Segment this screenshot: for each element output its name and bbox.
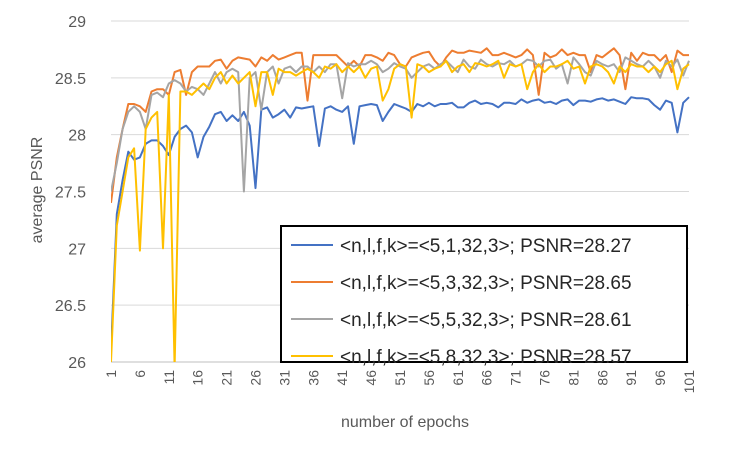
x-tick-label: 11: [161, 370, 177, 385]
x-tick-label: 96: [652, 370, 668, 386]
legend: <n,l,f,k>=<5,1,32,3>; PSNR=28.27 <n,l,f,k…: [280, 225, 688, 368]
y-tick-labels: 26 26.5 27 27.5 28 28.5 29: [55, 14, 86, 372]
y-tick-label: 29: [68, 14, 86, 31]
legend-box: [280, 225, 688, 363]
x-tick-label: 81: [565, 370, 581, 386]
y-tick-label: 28: [68, 128, 86, 145]
x-tick-label: 71: [508, 370, 524, 386]
x-tick-label: 66: [479, 370, 495, 386]
y-tick-label: 26: [68, 355, 86, 372]
x-tick-label: 91: [623, 370, 639, 386]
y-tick-label: 28.5: [55, 71, 86, 88]
series-line-4: [111, 59, 690, 362]
x-tick-label: 56: [421, 370, 437, 386]
x-tick-label: 21: [219, 370, 235, 386]
x-tick-label: 101: [681, 370, 697, 394]
x-tick-label: 51: [392, 370, 408, 386]
x-tick-label: 86: [594, 370, 610, 386]
x-tick-label: 76: [537, 370, 553, 386]
x-tick-label: 6: [132, 370, 148, 378]
series-line-2: [111, 47, 689, 204]
y-tick-label: 26.5: [55, 298, 86, 315]
x-tick-label: 26: [248, 370, 264, 386]
x-tick-label: 16: [190, 370, 206, 386]
y-tick-label: 27.5: [55, 185, 86, 202]
legend-label: <n,l,f,k>=<5,5,32,3>; PSNR=28.61: [340, 310, 632, 331]
x-tick-label: 1: [103, 370, 119, 378]
legend-label: <n,l,f,k>=<5,8,32,3>; PSNR=28.57: [340, 347, 632, 368]
series-line-1: [111, 96, 690, 351]
legend-label: <n,l,f,k>=<5,1,32,3>; PSNR=28.27: [340, 236, 632, 257]
x-tick-label: 36: [305, 370, 321, 386]
x-tick-label: 46: [363, 370, 379, 386]
x-tick-label: 31: [276, 370, 292, 386]
legend-label: <n,l,f,k>=<5,3,32,3>; PSNR=28.65: [340, 273, 632, 294]
x-tick-labels: 1 6 11 16 21 26 31 36 41 46 51 56 61 66 71 76 81 86 91 96 10…: [103, 370, 697, 394]
y-tick-label: 27: [68, 241, 86, 258]
x-tick-label: 61: [450, 370, 466, 386]
series-lines: [111, 47, 690, 362]
x-axis-title: number of epochs: [341, 414, 469, 431]
y-axis-title: average PSNR: [29, 137, 46, 244]
x-tick-label: 41: [334, 370, 350, 386]
